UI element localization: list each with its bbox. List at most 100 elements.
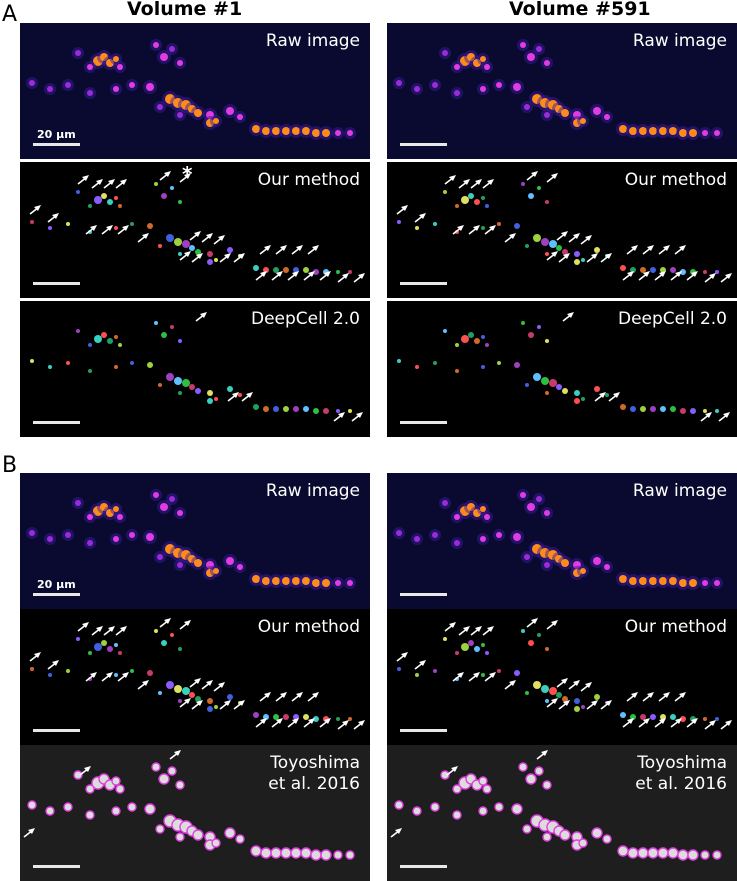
arrow-marker: [319, 271, 331, 281]
panel-label-raw: Raw image: [265, 31, 360, 51]
arrow-marker: [626, 692, 638, 702]
arrow-marker: [259, 245, 271, 255]
panel-a-raw-vol591: Raw image: [387, 23, 737, 159]
arrow-marker: [337, 720, 349, 730]
arrow-marker: [191, 253, 203, 263]
arrow-marker: [674, 245, 686, 255]
arrow-marker: [103, 626, 115, 636]
arrow-marker: [179, 698, 191, 708]
microscopy-image: [20, 23, 370, 159]
arrow-marker: [137, 233, 149, 243]
arrow-marker: [101, 672, 113, 682]
arrow-marker: [219, 253, 231, 263]
arrow-marker: [452, 225, 464, 235]
arrow-marker: [482, 626, 494, 636]
arrow-marker: [446, 766, 458, 776]
arrow-marker: [658, 692, 670, 702]
microscopy-image: [387, 473, 737, 609]
scalebar-label: 20 μm: [37, 578, 76, 591]
arrow-marker: [622, 718, 634, 728]
scalebar-label: 20 μm: [37, 128, 76, 141]
microscopy-image: [20, 301, 370, 437]
arrow-marker: [444, 622, 456, 632]
arrow-marker: [568, 233, 580, 243]
arrow-marker: [470, 626, 482, 636]
panel-b-toyoshima-vol591: Toyoshima et al. 2016: [387, 745, 737, 881]
panel-b-toyoshima-vol1: Toyoshima et al. 2016: [20, 745, 370, 881]
panel-label-ours: Our method: [257, 617, 360, 637]
panel-label-ours: Our method: [257, 170, 360, 190]
arrow-marker: [233, 253, 245, 263]
arrow-marker: [654, 271, 666, 281]
arrow-marker: [233, 700, 245, 710]
arrow-marker: [704, 273, 716, 283]
arrow-marker: [77, 622, 89, 632]
arrow-marker: [307, 245, 319, 255]
arrow-marker: [626, 245, 638, 255]
arrow-marker: [586, 700, 598, 710]
arrow-marker: [556, 231, 568, 241]
arrow-marker: [608, 392, 620, 402]
arrow-marker: [201, 233, 213, 243]
arrow-marker: [580, 682, 592, 692]
arrow-marker: [115, 179, 127, 189]
arrow-marker: [638, 271, 650, 281]
arrow-marker: [85, 225, 97, 235]
arrow-marker: [558, 253, 570, 263]
arrow-marker: [275, 692, 287, 702]
arrow-marker: [600, 253, 612, 263]
arrow-marker: [23, 828, 35, 838]
microscopy-image: [387, 23, 737, 159]
arrow-marker: [287, 271, 299, 281]
arrow-marker: [353, 273, 365, 283]
arrow-marker: [600, 700, 612, 710]
arrow-marker: [444, 175, 456, 185]
arrow-marker: [526, 171, 538, 181]
arrow-marker: [484, 672, 496, 682]
arrow-marker: [337, 273, 349, 283]
microscopy-image: [20, 473, 370, 609]
arrow-marker: [159, 171, 171, 181]
arrow-marker: [470, 179, 482, 189]
asterisk-mark: *: [182, 162, 193, 186]
microscopy-image: [20, 162, 370, 298]
panel-label-raw: Raw image: [265, 481, 360, 501]
arrow-marker: [159, 618, 171, 628]
arrow-marker: [670, 271, 682, 281]
scalebar: [33, 593, 80, 596]
arrow-marker: [580, 235, 592, 245]
arrow-marker: [191, 700, 203, 710]
arrow-marker: [556, 678, 568, 688]
scalebar: [400, 421, 447, 424]
arrow-marker: [568, 680, 580, 690]
arrow-marker: [452, 672, 464, 682]
arrow-marker: [546, 620, 558, 630]
arrow-marker: [169, 750, 181, 760]
panel-a-deepcell-vol1: DeepCell 2.0: [20, 301, 370, 437]
arrow-marker: [213, 235, 225, 245]
scalebar: [33, 143, 80, 146]
arrow-marker: [658, 245, 670, 255]
arrow-marker: [255, 718, 267, 728]
arrow-marker: [101, 225, 113, 235]
arrow-marker: [333, 412, 345, 422]
arrow-marker: [546, 698, 558, 708]
arrow-marker: [91, 626, 103, 636]
arrow-marker: [704, 720, 716, 730]
arrow-marker: [179, 620, 191, 630]
arrow-marker: [117, 225, 129, 235]
scalebar: [400, 729, 447, 732]
column-header-volume-1: Volume #1: [127, 0, 243, 20]
arrow-marker: [259, 692, 271, 702]
arrow-marker: [654, 718, 666, 728]
microscopy-image: [20, 745, 370, 881]
arrow-marker: [271, 271, 283, 281]
arrow-marker: [189, 678, 201, 688]
arrow-marker: [638, 718, 650, 728]
arrow-marker: [686, 718, 698, 728]
scalebar: [400, 282, 447, 285]
scalebar: [33, 421, 80, 424]
microscopy-image: [387, 301, 737, 437]
arrow-marker: [303, 718, 315, 728]
arrow-marker: [291, 245, 303, 255]
